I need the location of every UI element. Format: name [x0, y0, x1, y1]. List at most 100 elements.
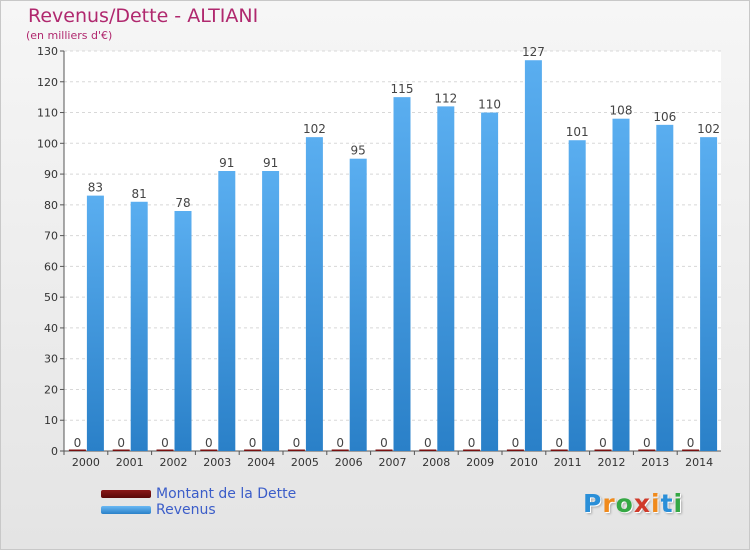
data-label-dette: 0 — [161, 436, 169, 450]
x-tick-label: 2002 — [160, 456, 188, 469]
chart-subtitle: (en milliers d'€) — [26, 29, 113, 42]
data-label-dette: 0 — [424, 436, 432, 450]
bar-revenus — [524, 60, 542, 451]
data-label-revenus: 95 — [351, 144, 366, 158]
logo-letter: i — [673, 489, 684, 518]
data-label-revenus: 78 — [175, 196, 190, 210]
x-tick-label: 2007 — [379, 456, 407, 469]
bar-revenus — [305, 137, 323, 451]
data-label-revenus: 81 — [132, 187, 147, 201]
legend-item-revenus: Revenus — [101, 502, 361, 519]
legend-label-revenus: Revenus — [156, 502, 216, 518]
bar-revenus — [86, 195, 104, 451]
bar-dette — [112, 449, 130, 451]
bar-revenus — [481, 112, 499, 452]
data-label-dette: 0 — [249, 436, 257, 450]
data-label-dette: 0 — [468, 436, 476, 450]
bar-revenus — [174, 211, 192, 451]
bar-dette — [550, 449, 568, 451]
data-label-revenus: 108 — [610, 104, 633, 118]
bar-dette — [682, 449, 700, 451]
data-label-revenus: 127 — [522, 45, 545, 59]
bar-revenus — [393, 97, 411, 452]
x-tick-label: 2006 — [335, 456, 363, 469]
x-tick-label: 2014 — [685, 456, 713, 469]
data-label-dette: 0 — [205, 436, 213, 450]
bar-dette — [244, 449, 262, 451]
bar-dette — [331, 449, 349, 451]
y-tick-label: 20 — [44, 383, 58, 396]
legend-item-dette: Montant de la Dette — [101, 486, 361, 503]
legend-swatch-revenus — [101, 506, 151, 514]
y-tick-label: 60 — [44, 260, 58, 273]
bar-dette — [375, 449, 393, 451]
data-label-dette: 0 — [643, 436, 651, 450]
bar-revenus — [349, 158, 367, 451]
data-label-dette: 0 — [555, 436, 563, 450]
x-tick-label: 2013 — [641, 456, 669, 469]
data-label-revenus: 83 — [88, 181, 103, 195]
logo-letter: o — [615, 489, 634, 518]
data-label-revenus: 91 — [263, 156, 278, 170]
x-tick-label: 2005 — [291, 456, 319, 469]
plot-area — [64, 51, 721, 451]
data-label-revenus: 102 — [697, 122, 720, 136]
logo-letter: P — [583, 489, 603, 518]
bar-revenus — [700, 137, 718, 451]
y-tick-label: 130 — [37, 45, 58, 58]
data-label-dette: 0 — [117, 436, 125, 450]
chart-title: Revenus/Dette - ALTIANI — [28, 5, 259, 27]
bar-revenus — [262, 171, 280, 451]
legend-label-dette: Montant de la Dette — [156, 486, 297, 502]
data-label-dette: 0 — [74, 436, 82, 450]
y-tick-label: 0 — [51, 445, 58, 458]
bar-revenus — [218, 171, 236, 451]
logo-letter: i — [651, 489, 661, 518]
y-tick-label: 50 — [44, 291, 58, 304]
x-tick-label: 2011 — [554, 456, 582, 469]
y-tick-label: 40 — [44, 322, 58, 335]
y-tick-label: 10 — [44, 414, 58, 427]
bar-revenus — [437, 106, 455, 451]
bar-revenus — [656, 124, 674, 451]
data-label-dette: 0 — [293, 436, 301, 450]
proxiti-logo: Proxiti — [583, 489, 683, 518]
bar-revenus — [612, 118, 630, 451]
bar-revenus — [568, 140, 586, 451]
x-tick-label: 2000 — [72, 456, 100, 469]
data-label-revenus: 110 — [478, 98, 501, 112]
legend-swatch-dette — [101, 490, 151, 498]
bar-dette — [419, 449, 437, 451]
data-label-revenus: 91 — [219, 156, 234, 170]
x-tick-label: 2012 — [598, 456, 626, 469]
data-label-dette: 0 — [380, 436, 388, 450]
bar-dette — [638, 449, 656, 451]
y-tick-label: 70 — [44, 230, 58, 243]
data-label-revenus: 101 — [566, 125, 589, 139]
chart-legend: Montant de la Dette Revenus — [101, 486, 361, 519]
y-tick-label: 110 — [37, 107, 58, 120]
logo-letter: x — [633, 489, 651, 518]
data-label-revenus: 115 — [391, 82, 414, 96]
x-tick-label: 2003 — [203, 456, 231, 469]
data-label-dette: 0 — [336, 436, 344, 450]
x-tick-label: 2010 — [510, 456, 538, 469]
bar-dette — [156, 449, 174, 451]
bar-dette — [200, 449, 218, 451]
data-label-revenus: 106 — [653, 110, 676, 124]
logo-letter: r — [602, 489, 616, 518]
bar-revenus — [130, 201, 148, 451]
x-tick-label: 2004 — [247, 456, 275, 469]
data-label-dette: 0 — [687, 436, 695, 450]
logo-letter: t — [660, 489, 674, 518]
y-tick-label: 80 — [44, 199, 58, 212]
data-label-revenus: 112 — [434, 91, 457, 105]
data-label-revenus: 102 — [303, 122, 326, 136]
bar-dette — [68, 449, 86, 451]
bar-dette — [287, 449, 305, 451]
y-tick-label: 30 — [44, 353, 58, 366]
bar-dette — [594, 449, 612, 451]
y-tick-label: 90 — [44, 168, 58, 181]
